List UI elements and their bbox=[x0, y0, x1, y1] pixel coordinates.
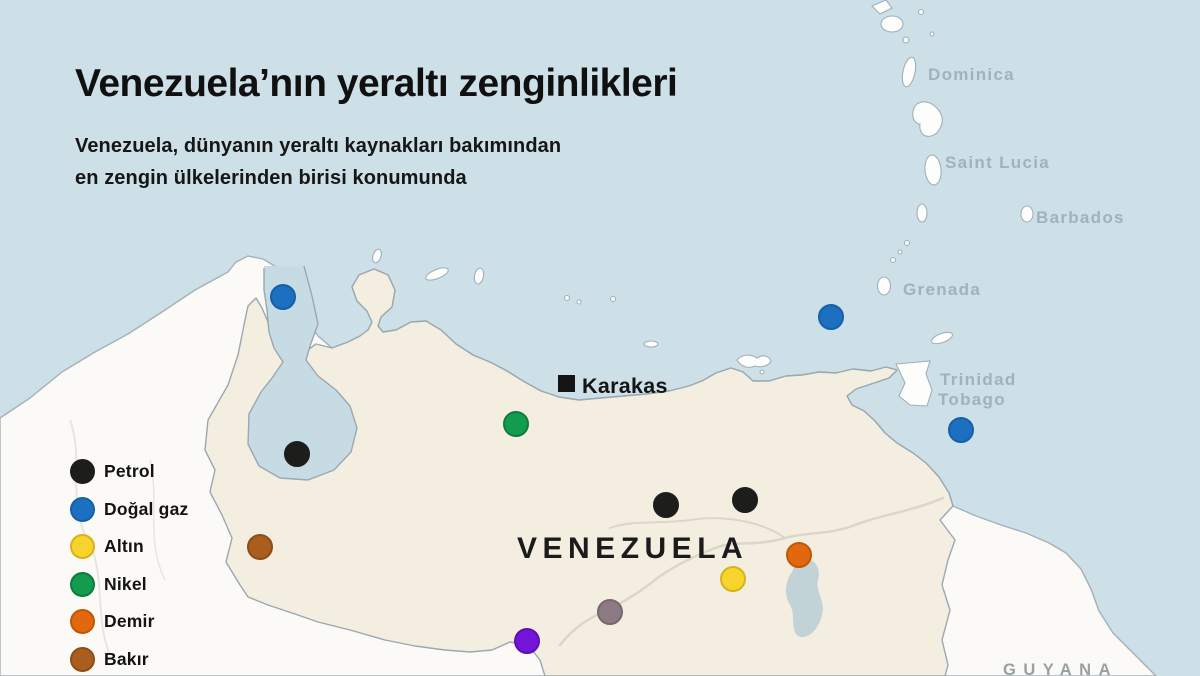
label-trinidad: Trinidad bbox=[940, 370, 1017, 389]
resource-markers bbox=[247, 284, 974, 654]
legend-item-nikel: Nikel bbox=[70, 571, 188, 597]
island-trinidad bbox=[895, 360, 933, 407]
marker-dogal-gaz bbox=[818, 304, 844, 330]
marker-petrol bbox=[732, 487, 758, 513]
legend-label-petrol: Petrol bbox=[104, 461, 155, 481]
marker-purple-unlabeled bbox=[514, 628, 540, 654]
legend-dot-demir bbox=[70, 609, 95, 634]
marker-dogal-gaz bbox=[948, 417, 974, 443]
marker-dogal-gaz bbox=[270, 284, 296, 310]
legend-item-dogal-gaz: Doğal gaz bbox=[70, 496, 189, 522]
island-grenada bbox=[876, 276, 892, 296]
legend-label-dogal-gaz: Doğal gaz bbox=[104, 498, 189, 519]
legend-item-bakir: Bakır bbox=[70, 646, 188, 672]
island-saint-lucia bbox=[924, 154, 942, 186]
country-labels: VENEZUELA GUYANA bbox=[517, 532, 1118, 676]
legend-dot-petrol bbox=[70, 459, 95, 484]
legend-dot-dogal-gaz bbox=[70, 496, 95, 522]
label-saint-lucia: Saint Lucia bbox=[945, 153, 1050, 172]
legend-dot-nikel bbox=[70, 571, 95, 597]
marker-petrol bbox=[653, 492, 679, 518]
label-dominica: Dominica bbox=[928, 65, 1015, 84]
marker-gray-unlabeled bbox=[597, 599, 623, 625]
legend-label-nikel: Nikel bbox=[104, 573, 147, 594]
marker-petrol bbox=[284, 441, 310, 467]
capital-label: Karakas bbox=[582, 374, 668, 398]
label-tobago: Tobago bbox=[938, 390, 1006, 409]
header: Venezuela’nın yeraltı zenginlikleri Vene… bbox=[75, 62, 678, 194]
page-title: Venezuela’nın yeraltı zenginlikleri bbox=[75, 62, 678, 105]
label-guyana: GUYANA bbox=[1003, 661, 1118, 676]
island-aruba bbox=[372, 248, 382, 264]
island-martinique bbox=[912, 101, 943, 137]
island-barbados bbox=[1020, 205, 1034, 223]
reservoir bbox=[785, 557, 823, 638]
legend-label-bakir: Bakır bbox=[104, 648, 149, 669]
legend: Petrol Doğal gaz Altın Nikel Demir Bakır bbox=[70, 459, 188, 672]
subtitle: Venezuela, dünyanın yeraltı kaynakları b… bbox=[75, 131, 677, 194]
label-grenada: Grenada bbox=[903, 280, 981, 299]
venezuela-shape bbox=[204, 268, 956, 676]
marker-nikel bbox=[503, 411, 529, 437]
legend-label-altin: Altın bbox=[104, 536, 144, 556]
legend-item-demir: Demir bbox=[70, 609, 188, 634]
marker-bakir bbox=[247, 534, 273, 560]
label-barbados: Barbados bbox=[1036, 208, 1125, 227]
subtitle-line-1: Venezuela, dünyanın yeraltı kaynakları b… bbox=[75, 134, 562, 157]
island-bonaire bbox=[473, 267, 485, 285]
island-labels: Dominica Saint Lucia Barbados Grenada Trinid… bbox=[903, 65, 1125, 409]
legend-item-altin: Altın bbox=[70, 534, 188, 559]
island-tobago bbox=[930, 331, 954, 345]
island-dominica bbox=[901, 56, 917, 88]
islands bbox=[372, 0, 1034, 407]
legend-label-demir: Demir bbox=[104, 611, 155, 631]
island-saint-vincent bbox=[916, 203, 928, 223]
lake-maracaibo bbox=[248, 266, 357, 480]
marker-altin bbox=[720, 566, 746, 592]
label-venezuela: VENEZUELA bbox=[517, 532, 748, 565]
capital-square-icon bbox=[558, 375, 575, 392]
legend-dot-bakir bbox=[70, 646, 95, 672]
island-la-tortuga bbox=[643, 340, 659, 348]
capital-marker-group: Karakas bbox=[558, 374, 668, 398]
island-curacao bbox=[425, 267, 449, 281]
lake-maracaibo-shoreline bbox=[247, 265, 358, 481]
subtitle-line-2: en zengin ülkelerinden birisi konumunda bbox=[75, 166, 467, 189]
marker-demir bbox=[786, 542, 812, 568]
island-margarita bbox=[736, 354, 772, 368]
legend-dot-altin bbox=[70, 534, 95, 559]
legend-item-petrol: Petrol bbox=[70, 459, 188, 484]
